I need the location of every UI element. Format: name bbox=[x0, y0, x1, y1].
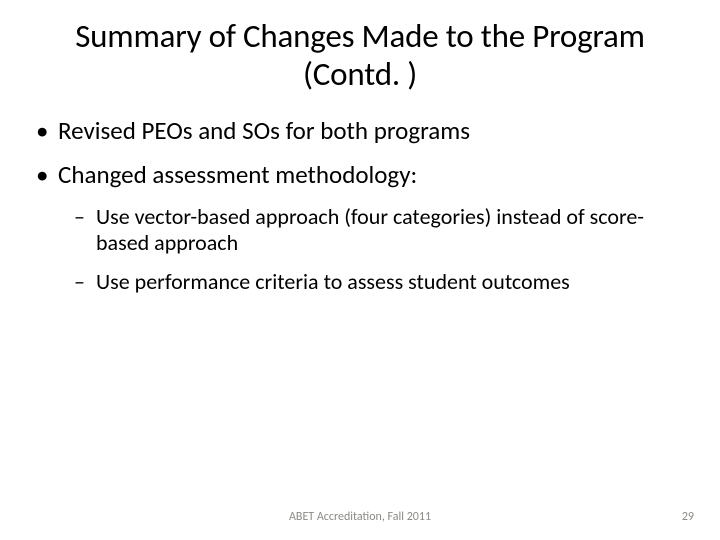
footer-center-text: ABET Accreditation, Fall 2011 bbox=[289, 510, 431, 524]
slide-content: Revised PEOs and SOs for both programs C… bbox=[0, 94, 720, 295]
bullet-level1: Revised PEOs and SOs for both programs bbox=[34, 116, 686, 146]
slide-title: Summary of Changes Made to the Program (… bbox=[0, 0, 720, 94]
bullet-text: Use vector-based approach (four categori… bbox=[96, 203, 644, 256]
bullet-text: Changed assessment methodology: bbox=[58, 159, 417, 190]
bullet-text: Use performance criteria to assess stude… bbox=[96, 268, 570, 295]
bullet-text: Revised PEOs and SOs for both programs bbox=[58, 115, 470, 146]
slide: Summary of Changes Made to the Program (… bbox=[0, 0, 720, 540]
bullet-level2: Use performance criteria to assess stude… bbox=[34, 269, 686, 295]
page-number: 29 bbox=[682, 510, 694, 524]
bullet-level1: Changed assessment methodology: bbox=[34, 160, 686, 190]
bullet-level2: Use vector-based approach (four categori… bbox=[34, 204, 686, 257]
